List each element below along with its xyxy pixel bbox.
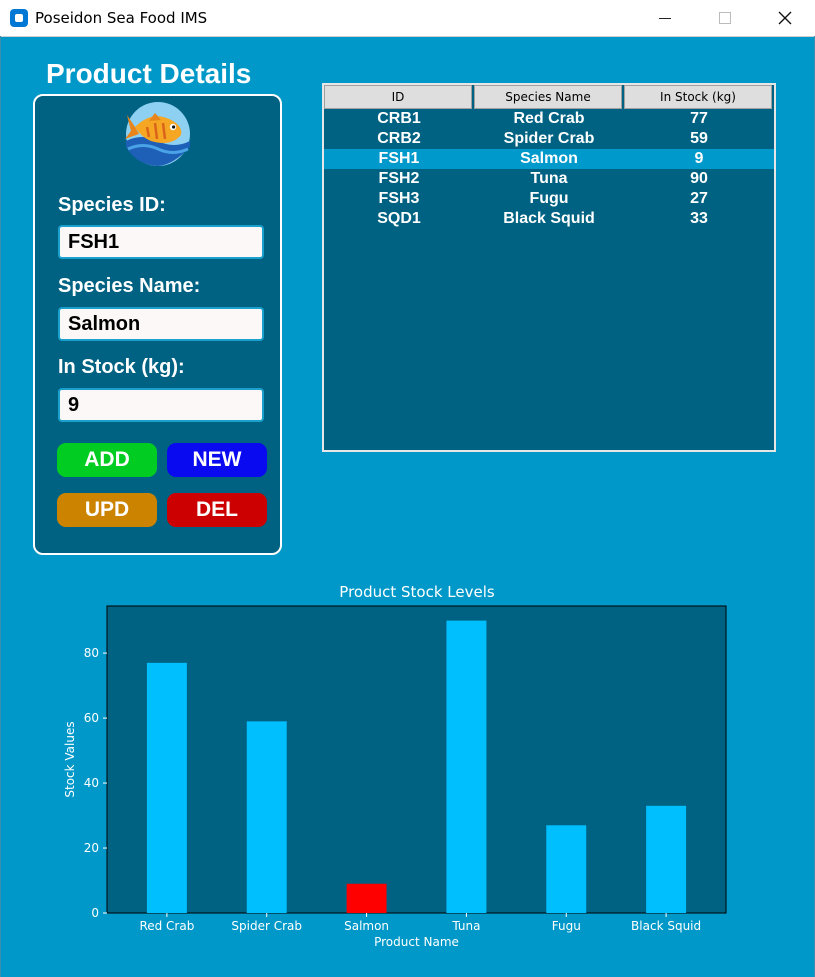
x-tick-label: Tuna: [451, 919, 480, 933]
cell-id: FSH3: [378, 190, 420, 207]
cell-in-stock: 59: [690, 130, 708, 147]
y-tick-label: 40: [84, 776, 99, 790]
cell-in-stock: 90: [690, 170, 708, 187]
cell-in-stock: 27: [690, 190, 708, 207]
bar-fugu: [546, 825, 587, 913]
y-tick-label: 0: [91, 906, 99, 920]
product-table[interactable]: ID Species Name In Stock (kg) CRB1 Red C…: [322, 83, 776, 452]
table-row[interactable]: SQD1 Black Squid 33: [324, 209, 774, 229]
bar-salmon: [346, 883, 387, 913]
y-axis-label: Stock Values: [63, 721, 77, 797]
cell-species-name: Fugu: [529, 190, 569, 207]
fish-logo-icon: [125, 102, 190, 166]
in-stock-input[interactable]: 9: [58, 388, 264, 422]
y-tick-label: 60: [84, 711, 99, 725]
cell-species-name: Spider Crab: [503, 130, 595, 147]
cell-species-name: Tuna: [530, 170, 568, 187]
stock-chart: Product Stock Levels Red Crab Spider Crab…: [0, 578, 815, 977]
table-row[interactable]: CRB1 Red Crab 77: [324, 109, 774, 129]
x-axis-label: Product Name: [374, 935, 459, 949]
table-header: ID Species Name In Stock (kg): [324, 85, 774, 109]
bar-tuna: [446, 620, 487, 913]
x-tick-label: Spider Crab: [231, 919, 302, 933]
y-tick-label: 80: [84, 646, 99, 660]
bar-red-crab: [146, 662, 187, 913]
species-id-input[interactable]: FSH1: [58, 225, 264, 259]
product-details-panel: Species ID: FSH1 Species Name: Salmon In…: [33, 94, 282, 555]
maximize-icon: [719, 12, 731, 24]
species-id-label: Species ID:: [58, 194, 166, 216]
cell-id: FSH2: [378, 170, 420, 187]
delete-button[interactable]: DEL: [167, 493, 267, 527]
column-header-in-stock[interactable]: In Stock (kg): [624, 85, 772, 109]
minimize-icon: [659, 17, 671, 19]
x-tick-label: Black Squid: [631, 919, 701, 933]
species-name-input[interactable]: Salmon: [58, 307, 264, 341]
table-row[interactable]: CRB2 Spider Crab 59: [324, 129, 774, 149]
update-button[interactable]: UPD: [57, 493, 157, 527]
cell-in-stock: 9: [694, 150, 704, 167]
x-tick-label: Salmon: [344, 919, 389, 933]
window-border-left: [0, 36, 1, 977]
window-title: Poseidon Sea Food IMS: [35, 9, 208, 27]
cell-species-name: Salmon: [520, 150, 578, 167]
column-header-species-name[interactable]: Species Name: [474, 85, 622, 109]
in-stock-label: In Stock (kg):: [58, 356, 185, 378]
x-tick-label: Red Crab: [139, 919, 194, 933]
app-icon: [10, 9, 28, 27]
plot-area: [106, 605, 727, 914]
maximize-button[interactable]: [695, 0, 755, 36]
minimize-button[interactable]: [635, 0, 695, 36]
cell-id: CRB1: [377, 110, 421, 127]
column-header-id[interactable]: ID: [324, 85, 472, 109]
new-button[interactable]: NEW: [167, 443, 267, 477]
cell-in-stock: 33: [690, 210, 708, 227]
table-row[interactable]: FSH3 Fugu 27: [324, 189, 774, 209]
cell-in-stock: 77: [690, 110, 708, 127]
product-details-heading: Product Details: [46, 58, 252, 89]
close-button[interactable]: [755, 0, 815, 36]
chart-title: Product Stock Levels: [339, 583, 495, 601]
bar-spider-crab: [246, 721, 287, 913]
cell-species-name: Red Crab: [513, 110, 585, 127]
cell-id: SQD1: [377, 210, 421, 227]
close-icon: [778, 11, 792, 25]
cell-species-name: Black Squid: [503, 210, 595, 227]
bar-black-squid: [646, 805, 687, 913]
x-tick-label: Fugu: [552, 919, 581, 933]
cell-id: FSH1: [378, 150, 420, 167]
add-button[interactable]: ADD: [57, 443, 157, 477]
species-name-label: Species Name:: [58, 275, 201, 297]
cell-id: CRB2: [377, 130, 421, 147]
window-titlebar: Poseidon Sea Food IMS: [0, 0, 815, 37]
y-tick-label: 20: [84, 841, 99, 855]
table-row-selected[interactable]: FSH1 Salmon 9: [324, 149, 774, 169]
chart-canvas: Red Crab Spider Crab Salmon Tuna Fugu Black S…: [63, 605, 727, 949]
table-row[interactable]: FSH2 Tuna 90: [324, 169, 774, 189]
